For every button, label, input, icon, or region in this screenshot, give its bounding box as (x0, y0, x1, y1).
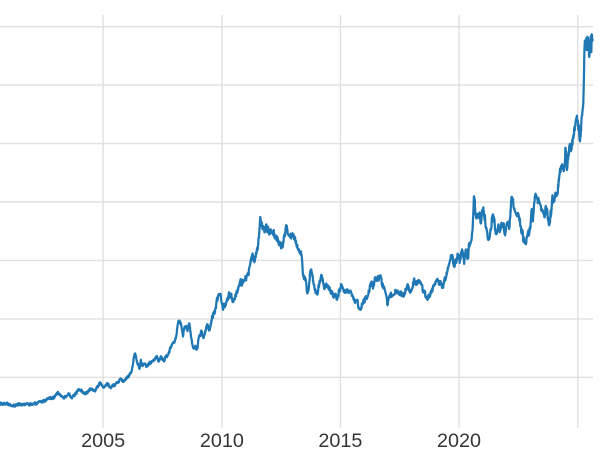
svg-text:2020: 2020 (437, 430, 481, 450)
svg-text:2015: 2015 (318, 430, 362, 450)
svg-text:2010: 2010 (200, 430, 244, 450)
svg-text:2005: 2005 (81, 430, 125, 450)
